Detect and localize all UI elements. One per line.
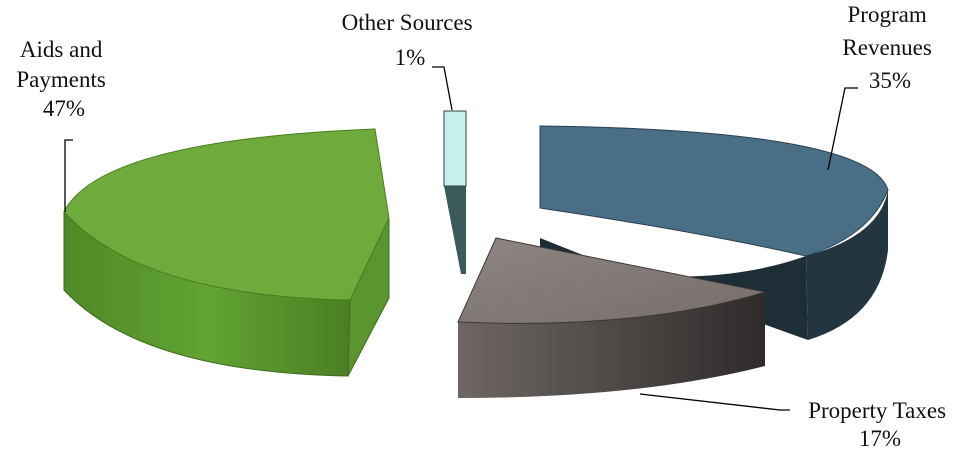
label-aids-line-2: Payments [16,67,105,92]
slice-aids-and-payments [63,128,390,377]
label-other-sources: Other Sources 1% [342,10,479,70]
label-property-taxes: Property Taxes 17% [808,398,952,451]
slice-property-top [457,237,766,324]
slice-other-sources [443,110,467,274]
leader-line-other [432,66,453,111]
slice-aids-top [63,128,390,301]
label-other-line-2: 1% [395,45,426,70]
label-aids-line-3: 47% [43,96,85,121]
slice-program-top [539,125,889,257]
slice-program-front [806,190,888,340]
slice-other-top [443,110,467,187]
label-program-line-3: 35% [869,68,911,93]
label-program-line-2: Revenues [842,35,931,60]
slice-property-taxes [457,237,766,398]
leader-line-program [827,87,858,171]
slice-other-side [444,186,466,274]
label-property-line-2: 17% [859,426,901,451]
leader-line-property [639,393,790,411]
label-aids-and-payments: Aids and Payments 47% [16,37,111,121]
slice-property-front [458,292,765,398]
label-property-line-1: Property Taxes [808,398,946,423]
label-program-line-1: Program [848,2,927,27]
label-other-line-1: Other Sources [342,10,473,35]
leader-line-aids [64,139,73,212]
label-program-revenues: Program Revenues 35% [842,2,937,93]
label-aids-line-1: Aids and [20,37,103,62]
